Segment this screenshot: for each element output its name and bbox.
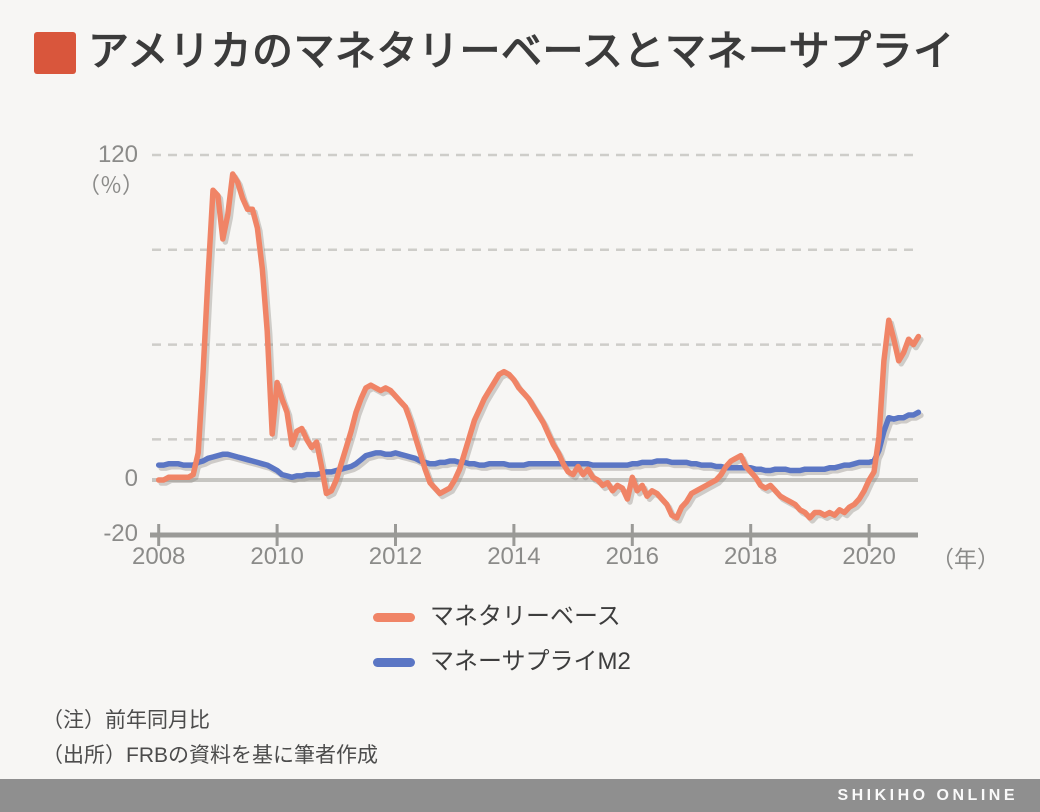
footer-bar: SHIKIHO ONLINE (0, 779, 1040, 812)
x-tick-label-2020: 2020 (842, 543, 896, 570)
x-tick-label-2016: 2016 (605, 543, 659, 570)
legend-label-m2: マネーサプライM2 (430, 648, 631, 675)
monetary-base-series-line (155, 171, 922, 521)
line-chart (150, 153, 924, 546)
y-axis-unit-label: （％） (78, 173, 145, 198)
y-tick-label-0: 0 (124, 465, 138, 492)
legend-swatch-monetary-base (373, 613, 415, 622)
x-axis-unit-label: （年） (931, 546, 1000, 572)
x-tick-label-2014: 2014 (487, 543, 541, 570)
x-tick-label-2012: 2012 (368, 543, 423, 570)
m2-series-line (155, 409, 922, 481)
x-tick-label-2008: 2008 (131, 543, 186, 570)
source-line: （出所）FRBの資料を基に筆者作成 (42, 744, 378, 767)
chart-notes: （注）前年同月比 （出所）FRBの資料を基に筆者作成 (42, 703, 378, 773)
y-tick-label-120: 120 (97, 141, 138, 168)
footer-brand: SHIKIHO ONLINE (837, 787, 1018, 804)
title-row: アメリカのマネタリーベースとマネーサプライ (0, 0, 1040, 90)
page-title: アメリカのマネタリーベースとマネーサプライ (88, 28, 955, 74)
x-axis (150, 524, 918, 546)
x-tick-label-2018: 2018 (723, 543, 778, 570)
x-tick-label-2010: 2010 (250, 543, 304, 570)
y-tick-label-minus20: -20 (103, 520, 138, 547)
legend-label-monetary-base: マネタリーベース (430, 603, 621, 630)
legend-swatch-m2 (373, 658, 415, 667)
title-bullet-square (34, 32, 76, 74)
note-line: （注）前年同月比 (42, 709, 210, 732)
